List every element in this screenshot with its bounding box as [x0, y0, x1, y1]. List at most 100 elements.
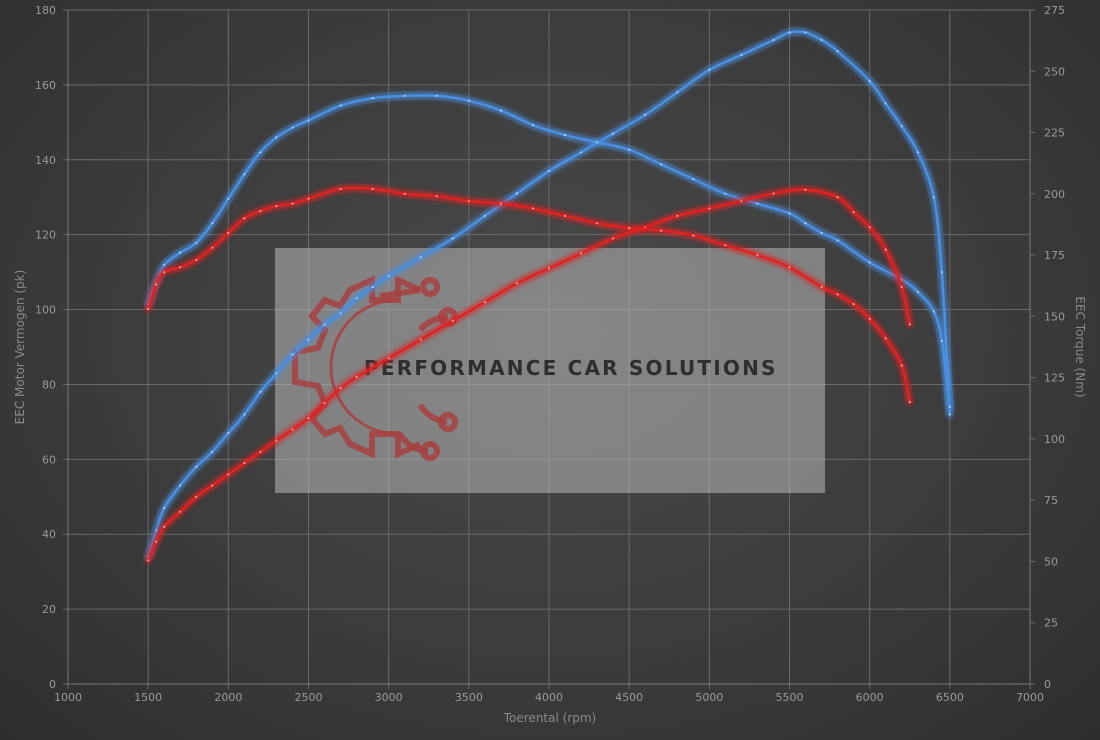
data-point [940, 271, 943, 274]
data-point [868, 226, 871, 229]
data-point [804, 222, 807, 225]
data-point [195, 465, 198, 468]
red-torque-line-group [143, 183, 915, 407]
x-tick-label: 7000 [1016, 691, 1044, 704]
data-point [852, 211, 855, 214]
data-point [147, 559, 150, 562]
x-tick-label: 3500 [455, 691, 483, 704]
data-point [756, 254, 759, 257]
left-tick-label: 40 [42, 528, 56, 541]
right-tick-label: 125 [1044, 372, 1065, 385]
data-point [307, 338, 310, 341]
data-point [820, 38, 823, 42]
series [143, 27, 955, 565]
data-point [908, 401, 911, 404]
data-point [211, 222, 214, 225]
data-point [868, 317, 871, 320]
data-point [195, 258, 198, 262]
data-point [836, 293, 839, 296]
x-axis-title: Toerental (rpm) [503, 711, 596, 725]
right-tick-label: 50 [1044, 555, 1058, 568]
right-tick-label: 200 [1044, 188, 1065, 201]
x-tick-label: 1000 [54, 691, 82, 704]
data-point [291, 202, 294, 205]
data-point [868, 261, 871, 264]
data-point [259, 209, 262, 213]
data-point [740, 199, 743, 203]
data-point [740, 53, 743, 57]
x-tick-label: 1500 [134, 691, 162, 704]
data-point [163, 271, 166, 274]
data-point [908, 323, 911, 326]
data-point [628, 148, 631, 151]
data-point [772, 192, 775, 195]
data-point [612, 237, 615, 240]
data-point [451, 319, 454, 322]
data-point [724, 192, 727, 195]
x-tick-label: 6000 [856, 691, 884, 704]
data-point [339, 312, 342, 315]
left-tick-label: 180 [35, 4, 56, 17]
data-point [355, 297, 358, 300]
data-point [932, 196, 935, 199]
left-tick-label: 140 [35, 154, 56, 167]
data-point [211, 484, 214, 487]
data-point [820, 285, 823, 289]
left-tick-label: 80 [42, 378, 56, 391]
data-point [515, 192, 519, 195]
data-point [772, 38, 775, 42]
data-point [275, 372, 278, 375]
data-point [275, 439, 278, 442]
data-point [884, 337, 887, 340]
left-axis-title: EEC Motor Vermogen (pk) [13, 270, 27, 425]
x-tick-label: 4500 [615, 691, 643, 704]
right-tick-label: 25 [1044, 617, 1058, 630]
blue-torque-line [146, 94, 952, 409]
red-torque-line [146, 186, 912, 404]
data-point [644, 226, 647, 229]
data-point [900, 125, 903, 128]
tick-labels: 1000 1500 2000 2500 3000 3500 4000 4500 5000 5500… [35, 4, 1065, 704]
right-tick-label: 275 [1044, 4, 1065, 17]
data-point [403, 192, 406, 195]
data-point [596, 222, 599, 225]
data-point [836, 239, 839, 242]
data-point [563, 214, 567, 217]
left-tick-label: 120 [35, 229, 56, 242]
data-point [291, 126, 294, 129]
data-point [547, 169, 551, 173]
left-tick-label: 60 [42, 453, 56, 466]
data-point [323, 402, 326, 405]
data-point [163, 525, 166, 528]
right-tick-label: 0 [1044, 678, 1051, 691]
data-point [339, 187, 342, 190]
data-point [259, 390, 262, 393]
data-point [467, 200, 470, 203]
data-point [515, 282, 519, 285]
data-point [307, 119, 310, 122]
right-tick-label: 250 [1044, 65, 1065, 78]
data-point [307, 417, 310, 420]
x-tick-label: 3000 [375, 691, 403, 704]
x-tick-label: 6500 [936, 691, 964, 704]
data-point [179, 510, 182, 513]
data-point [147, 307, 150, 311]
data-point [243, 173, 246, 176]
data-point [307, 197, 310, 200]
data-point [179, 251, 182, 254]
data-point [788, 212, 791, 215]
data-point [291, 428, 294, 431]
data-point [676, 91, 679, 94]
data-point [179, 484, 182, 487]
data-point [676, 214, 679, 217]
right-tick-label: 225 [1044, 127, 1065, 140]
data-point [531, 124, 535, 127]
data-point [275, 136, 278, 139]
data-point [804, 31, 807, 34]
data-point [451, 237, 454, 240]
data-point [724, 244, 727, 247]
data-point [155, 529, 158, 532]
data-point [371, 286, 374, 289]
